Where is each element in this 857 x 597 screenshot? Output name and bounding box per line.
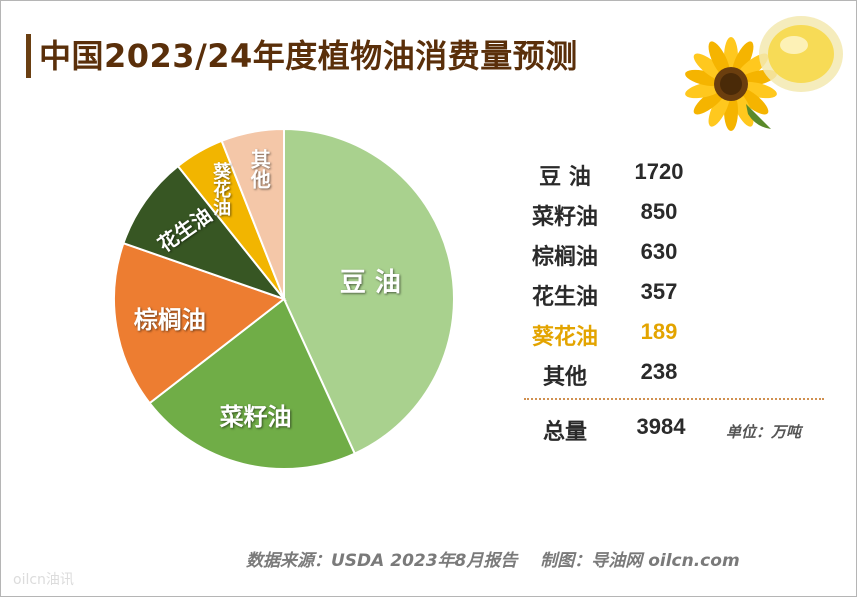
table-row: 菜籽油 850 [519,199,719,230]
table-total-row: 总量 3984 [519,414,719,445]
page-title: 中国2023/24年度植物油消费量预测 [39,37,578,75]
table-row-value: 850 [640,199,678,224]
table-row: 其他 238 [519,359,719,390]
sunflower-icon [685,37,777,131]
table-row-name: 菜籽油 [531,205,598,230]
table-row-value: 1720 [634,159,684,184]
pie-slice-5 [220,127,285,300]
table-row: 豆 油 1720 [519,159,719,190]
table-total-name: 总量 [542,420,587,445]
table-divider [524,398,824,400]
table-row: 棕榈油 630 [519,239,719,270]
table-row-name: 其他 [542,365,587,390]
pie-slice-1 [148,297,357,470]
table-row-name: 棕榈油 [531,245,598,270]
table-row-value: 189 [640,319,678,344]
oil-bowl-icon [759,16,843,92]
table-row: 花生油 357 [519,279,719,310]
source-note: 数据来源：USDA 2023年8月报告 制图：导油网 oilcn.com [246,551,740,571]
table-row-name: 豆 油 [539,165,591,190]
table-row-value: 357 [640,279,678,304]
pie-slice-label-1: 菜籽油 [219,403,292,432]
table-total-value: 3984 [636,414,686,439]
pie-slice-label-2: 棕榈油 [133,306,206,335]
sunflower-oil-illustration [685,16,843,131]
unit-label: 单位：万吨 [726,423,802,441]
title-accent-bar [26,34,31,78]
table-row-value: 630 [640,239,678,264]
pie-slice-2 [113,241,287,405]
table-row-name: 花生油 [531,285,598,310]
pie-slice-3 [122,164,287,302]
table-row-value: 238 [640,359,678,384]
pie-slice-label-5: 其他 [247,148,272,189]
table-row-name: 葵花油 [531,325,598,350]
pie-slice-label-4: 葵花油 [210,161,232,216]
watermark: oilcn油讯 [13,572,74,588]
pie-slice-label-0: 豆 油 [339,267,401,298]
pie-slice-0 [283,127,455,455]
table-row: 葵花油 189 [519,319,719,350]
